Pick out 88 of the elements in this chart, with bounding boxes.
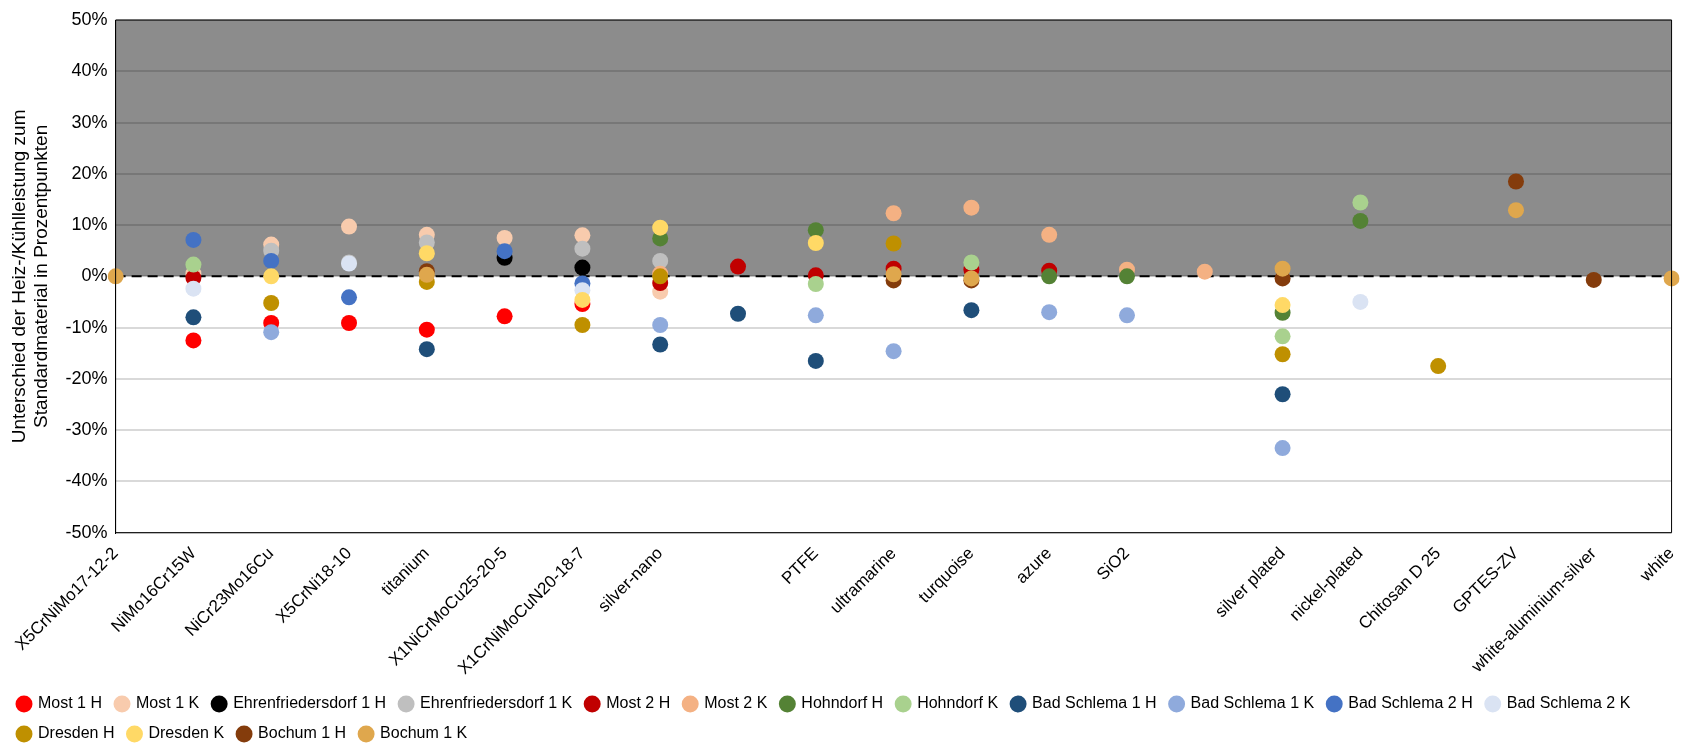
point [185,309,202,326]
point [418,321,435,338]
legend-label: Dresden K [148,724,225,742]
y-tick-label: 30% [71,111,108,132]
point [1196,263,1213,280]
point [263,252,280,269]
legend-label: Ehrenfriedersdorf 1 H [233,694,387,712]
y-tick-label: 40% [71,60,108,81]
point [1274,440,1291,457]
point [341,289,358,306]
y-tick-label: 10% [71,214,108,235]
legend-label: Bochum 1 K [380,724,468,742]
point [730,258,746,275]
point [185,231,202,248]
legend-label: Dresden H [38,724,115,742]
point [1274,346,1291,363]
point [1041,268,1058,285]
y-tick-label: 0% [81,265,108,286]
point [1352,212,1369,229]
point [652,219,669,236]
point [107,268,124,285]
point [1274,328,1291,345]
legend-label: Bad Schlema 2 K [1506,694,1631,712]
point [496,243,513,260]
point [807,352,824,369]
legend-label: Hohndorf H [801,694,884,712]
point [1274,260,1291,277]
point [574,259,591,276]
legend-label: Ehrenfriedersdorf 1 K [420,694,573,712]
y-tick-label: -30% [65,419,108,440]
point [885,343,902,360]
point [1041,304,1058,321]
point [963,254,980,271]
legend-label: Bad Schlema 2 H [1348,694,1473,712]
y-tick-label: -50% [65,521,108,542]
point [418,341,435,358]
point [574,291,591,308]
point [730,305,746,322]
point [1352,293,1369,310]
point [1274,386,1291,403]
legend-label: Hohndorf K [917,694,999,712]
legend-label: Bad Schlema 1 K [1190,694,1315,712]
point [1507,173,1524,190]
legend-label: Most 1 K [136,694,200,712]
point [185,332,202,349]
legend-label: Bochum 1 H [258,724,347,742]
y-tick-label: -10% [65,316,108,337]
point [1430,358,1447,375]
y-tick-label: 50% [71,8,108,29]
legend-label: Most 2 K [704,694,768,712]
point [807,276,824,293]
point [1118,268,1135,285]
point [418,245,435,262]
point [496,308,513,325]
point [807,235,824,252]
point [1585,271,1602,288]
y-tick-label: -40% [65,470,108,491]
point [1118,307,1135,324]
point [652,317,669,334]
point [574,227,591,244]
y-axis-title: Unterschied der Heiz-/Kühlleistung zum Standardmaterial in Prozentpunkten [7,109,52,444]
point [496,229,513,246]
point [1274,297,1291,314]
point [185,256,202,273]
point [574,240,591,257]
point [341,314,358,331]
y-tick-label: 20% [71,162,108,183]
legend-label: Bad Schlema 1 H [1032,694,1157,712]
point [574,317,591,334]
point [885,205,902,222]
point [652,252,669,269]
point [263,324,280,341]
point [885,235,902,252]
point [341,218,358,235]
point [963,199,980,216]
legend-label: Most 1 H [38,694,103,712]
point [652,336,669,353]
point [263,268,280,285]
point [263,294,280,311]
point [1041,226,1058,243]
point [963,302,980,319]
point [1507,202,1524,219]
legend-label: Most 2 H [606,694,671,712]
y-tick-label: -20% [65,367,108,388]
point [885,266,902,283]
point [807,307,824,324]
point [1352,194,1369,211]
point [185,280,202,297]
